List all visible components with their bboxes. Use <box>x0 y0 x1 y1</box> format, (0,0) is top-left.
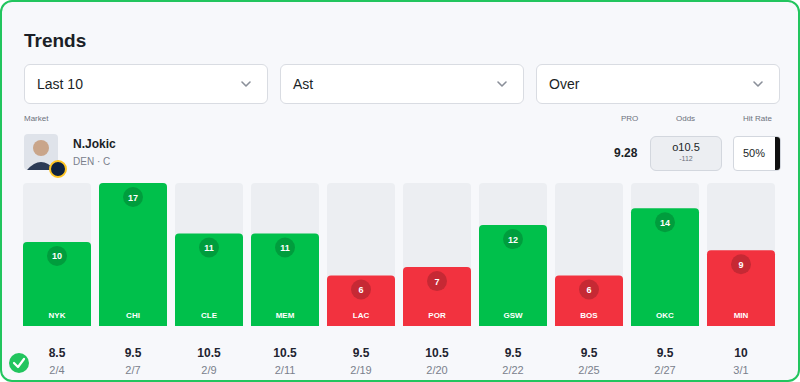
svg-text:2/19: 2/19 <box>350 364 371 376</box>
svg-text:9.5: 9.5 <box>353 346 370 360</box>
svg-text:14: 14 <box>660 218 670 228</box>
svg-text:10: 10 <box>734 346 748 360</box>
svg-text:2/7: 2/7 <box>125 364 140 376</box>
html-text:N.Jokic: N.Jokic <box>73 137 116 151</box>
svg-text:MEM: MEM <box>276 311 295 320</box>
svg-text:9.5: 9.5 <box>657 346 674 360</box>
svg-text:POR: POR <box>428 311 446 320</box>
svg-text:2/20: 2/20 <box>426 364 447 376</box>
html-text:Market: Market <box>24 114 49 123</box>
html-text:PRO: PRO <box>621 114 639 123</box>
svg-text:CLE: CLE <box>201 311 218 320</box>
svg-text:11: 11 <box>204 243 214 253</box>
svg-text:MIN: MIN <box>734 311 749 320</box>
svg-text:2/4: 2/4 <box>49 364 64 376</box>
svg-text:OKC: OKC <box>656 311 674 320</box>
html-text:Trends: Trends <box>24 30 87 51</box>
svg-text:3/1: 3/1 <box>733 364 748 376</box>
svg-text:2/22: 2/22 <box>502 364 523 376</box>
html-text:Ast: Ast <box>293 76 314 92</box>
svg-text:6: 6 <box>358 285 363 295</box>
html-text:Hit Rate: Hit Rate <box>743 114 772 123</box>
svg-text:10.5: 10.5 <box>273 346 297 360</box>
html-text:DEN · C: DEN · C <box>73 156 111 167</box>
svg-text:8.5: 8.5 <box>49 346 66 360</box>
svg-text:2/27: 2/27 <box>654 364 675 376</box>
svg-text:LAC: LAC <box>353 311 370 320</box>
svg-text:9.5: 9.5 <box>505 346 522 360</box>
svg-text:BOS: BOS <box>580 311 598 320</box>
svg-text:6: 6 <box>586 285 591 295</box>
svg-text:17: 17 <box>128 193 138 203</box>
html-text:o10.5: o10.5 <box>672 141 700 153</box>
svg-text:11: 11 <box>280 243 290 253</box>
svg-text:9.5: 9.5 <box>581 346 598 360</box>
svg-text:9.5: 9.5 <box>125 346 142 360</box>
html-text:Over: Over <box>549 76 580 92</box>
html-text:50%: 50% <box>743 147 765 159</box>
svg-text:2/25: 2/25 <box>578 364 599 376</box>
svg-text:9: 9 <box>738 260 743 270</box>
svg-text:10: 10 <box>52 251 62 261</box>
html-text:9.28: 9.28 <box>614 146 638 160</box>
svg-text:2/11: 2/11 <box>275 364 296 376</box>
html-text:-112: -112 <box>679 155 693 162</box>
html-text:Odds: Odds <box>676 114 696 123</box>
svg-text:7: 7 <box>434 277 439 287</box>
svg-text:GSW: GSW <box>503 311 523 320</box>
svg-text:NYK: NYK <box>49 311 66 320</box>
svg-text:10.5: 10.5 <box>425 346 449 360</box>
svg-text:12: 12 <box>508 235 518 245</box>
svg-text:2/9: 2/9 <box>201 364 216 376</box>
html-text:Last 10: Last 10 <box>37 76 83 92</box>
svg-text:10.5: 10.5 <box>197 346 221 360</box>
svg-text:CHI: CHI <box>126 311 140 320</box>
